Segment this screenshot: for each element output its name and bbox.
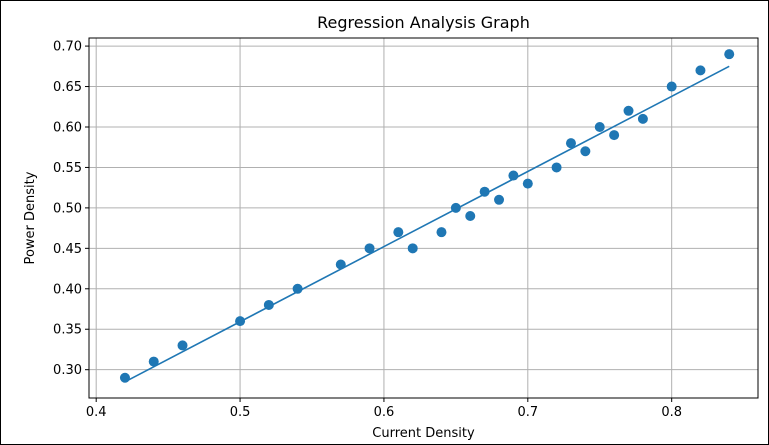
x-axis-ticks: 0.4 0.5 0.6 0.7 0.8 [86, 398, 682, 420]
data-point [393, 227, 404, 238]
y-tick-label: 0.40 [53, 282, 82, 297]
x-tick-label: 0.7 [517, 405, 538, 420]
data-point [335, 259, 346, 270]
y-tick-label: 0.70 [53, 40, 82, 55]
data-point [580, 146, 591, 157]
y-tick-label: 0.30 [53, 363, 82, 378]
regression-line [124, 65, 730, 383]
data-point [609, 130, 620, 141]
data-point [177, 340, 188, 351]
data-point [436, 227, 447, 238]
data-point [666, 81, 677, 92]
x-tick-label: 0.4 [86, 405, 107, 420]
data-point [623, 105, 634, 116]
data-point [148, 356, 159, 367]
data-point [494, 194, 505, 205]
data-point [364, 243, 375, 254]
data-point [724, 49, 735, 60]
data-point [594, 121, 605, 132]
chart-title: Regression Analysis Graph [317, 13, 530, 32]
y-tick-label: 0.35 [53, 323, 82, 338]
data-points [119, 49, 735, 383]
data-point [637, 113, 648, 124]
data-point [508, 170, 519, 181]
x-tick-label: 0.5 [230, 405, 251, 420]
data-point [565, 138, 576, 149]
data-point [263, 299, 274, 310]
x-tick-label: 0.8 [661, 405, 682, 420]
data-point [465, 210, 476, 221]
y-tick-label: 0.60 [53, 120, 82, 135]
data-point [292, 283, 303, 294]
x-tick-label: 0.6 [374, 405, 395, 420]
y-tick-label: 0.55 [53, 161, 82, 176]
y-tick-label: 0.50 [53, 201, 82, 216]
y-axis-label: Power Density [23, 171, 38, 264]
data-point [407, 243, 418, 254]
data-point [479, 186, 490, 197]
plot-area [88, 37, 759, 399]
x-axis-label: Current Density [372, 426, 475, 441]
data-point [119, 372, 130, 383]
data-point [695, 65, 706, 76]
y-tick-label: 0.65 [53, 80, 82, 95]
data-point [522, 178, 533, 189]
y-axis-ticks: 0.30 0.35 0.40 0.45 0.50 0.55 0.60 0.65 0.70 [53, 40, 89, 378]
data-point [551, 162, 562, 173]
grid-lines [89, 38, 758, 398]
data-point [235, 316, 246, 327]
data-point [450, 202, 461, 213]
y-tick-label: 0.45 [53, 242, 82, 257]
